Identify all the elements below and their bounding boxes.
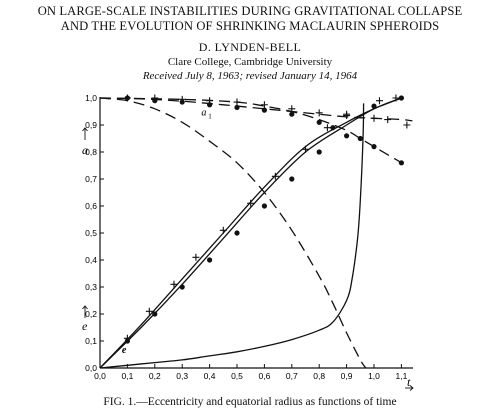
x-axis-arrow-head-icon (409, 385, 414, 391)
figure-caption: FIG. 1.—Eccentricity and equatorial radi… (103, 396, 397, 408)
x-tick-label: 0,8 (313, 371, 325, 381)
chart-markers (123, 94, 411, 344)
dot-marker (371, 103, 377, 109)
dot-marker (357, 135, 363, 142)
dot-marker (234, 230, 240, 236)
dot-marker (179, 284, 185, 290)
paper-title-line-2: AND THE EVOLUTION OF SHRINKING MACLAURIN… (60, 19, 440, 33)
solid-curve-5 (99, 103, 365, 369)
dot-marker (371, 144, 377, 150)
y-tick-label: 0,1 (85, 336, 97, 346)
paper-title-line-1: ON LARGE-SCALE INSTABILITIES DURING GRAV… (37, 4, 463, 18)
annotation-a1: a (201, 108, 206, 119)
dot-marker (261, 107, 267, 113)
plus-marker (302, 145, 309, 153)
figure-1-chart: 0,0 0,1 0,2 0,3 0,4 0,5 0,6 0,7 0,8 0,9 1,0 1,1 0,0 0… (82, 93, 414, 391)
dot-marker (207, 102, 213, 108)
plus-marker (403, 121, 411, 129)
annotation-a1-subscript: 1 (208, 112, 212, 120)
y-tick-label: 0,2 (85, 309, 97, 319)
dot-marker (289, 111, 295, 117)
x-tick-label: 1,1 (395, 371, 407, 381)
plus-marker (219, 226, 227, 234)
x-axis-label: t (407, 375, 411, 389)
dashed-curve-2 (99, 97, 408, 169)
plus-marker (170, 280, 178, 288)
chart-axes (99, 97, 413, 369)
x-tick-label: 1,0 (368, 371, 380, 381)
plus-marker (323, 124, 331, 132)
y-tick-label: 0,3 (85, 282, 97, 292)
solid-curve-3 (99, 97, 402, 369)
x-tick-label: 0,2 (149, 371, 161, 381)
dot-marker (179, 99, 185, 105)
plus-marker (375, 97, 383, 105)
dot-marker (398, 95, 404, 101)
y-tick-label: 0,8 (85, 147, 97, 157)
y-axis-label-top: a (82, 143, 88, 157)
annotation-e: e (122, 345, 127, 356)
dot-marker (330, 125, 336, 131)
plus-marker (343, 112, 351, 120)
dot-marker (124, 95, 130, 101)
plus-marker (247, 199, 255, 207)
plus-marker (384, 116, 392, 124)
axis-labels: t a e (82, 127, 414, 391)
dot-marker (398, 160, 404, 166)
dot-marker (261, 203, 267, 209)
y-tick-label: 0,7 (85, 174, 97, 184)
dashed-curve-0 (99, 97, 413, 122)
plus-marker (260, 101, 268, 109)
plus-marker (271, 172, 279, 180)
x-tick-label: 0,7 (286, 371, 298, 381)
dot-marker (152, 311, 158, 317)
x-tick-label: 0,5 (231, 371, 243, 381)
dot-marker (289, 176, 295, 182)
chart-annotations: a 1 e (122, 108, 212, 357)
y-top-arrow-head-icon (82, 127, 88, 132)
received-dates: Received July 8, 1963; revised January 1… (142, 70, 358, 82)
y-tick-label: 0,5 (85, 228, 97, 238)
y-tick-label: 0,9 (85, 120, 97, 130)
chart-series (99, 97, 413, 369)
plus-marker (315, 109, 323, 117)
x-tick-label: 0,3 (176, 371, 188, 381)
x-tick-label: 0,0 (94, 371, 106, 381)
author: D. LYNDEN-BELL (198, 40, 302, 54)
plus-marker (370, 114, 378, 122)
solid-curve-4 (99, 97, 402, 369)
plus-marker (233, 98, 241, 106)
dot-marker (344, 133, 350, 139)
dot-marker (152, 98, 158, 104)
dot-marker (316, 149, 322, 155)
dot-marker (124, 338, 130, 344)
x-tick-label: 0,9 (341, 371, 353, 381)
y-tick-label: 0,4 (85, 255, 97, 265)
y-tick-label: 1,0 (85, 93, 97, 103)
x-tick-label: 0,6 (258, 371, 270, 381)
x-tick-label: 0,4 (204, 371, 216, 381)
plus-marker (288, 105, 296, 113)
plus-marker (392, 94, 400, 102)
dot-marker (234, 104, 240, 111)
y-tick-label: 0,6 (85, 201, 97, 211)
x-tick-label: 0,1 (121, 371, 133, 381)
y-axis-label-bottom: e (82, 319, 88, 333)
plus-marker (192, 253, 200, 261)
dot-marker (316, 119, 322, 125)
y-tick-label: 0,0 (85, 363, 97, 373)
affiliation: Clare College, Cambridge University (167, 56, 333, 68)
y-bottom-arrow-head-icon (82, 305, 88, 310)
plus-marker (145, 307, 153, 315)
dot-marker (207, 257, 213, 263)
